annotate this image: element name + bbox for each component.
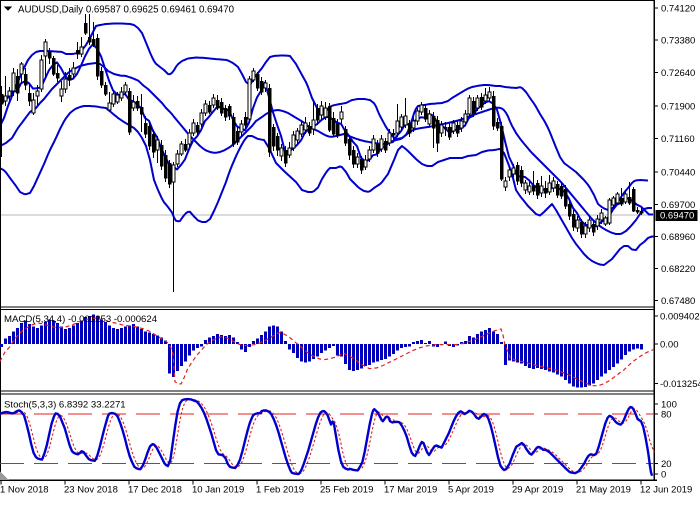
svg-text:0.69470: 0.69470 bbox=[660, 211, 694, 222]
svg-text:23 Nov 2018: 23 Nov 2018 bbox=[64, 485, 118, 496]
svg-text:0.72640: 0.72640 bbox=[661, 68, 695, 79]
svg-text:MACD(5,34,4) -0.001253 -0.0006: MACD(5,34,4) -0.001253 -0.000624 bbox=[4, 314, 158, 325]
svg-text:0.009402: 0.009402 bbox=[660, 312, 700, 323]
svg-text:20: 20 bbox=[661, 459, 672, 470]
svg-text:10 Jan 2019: 10 Jan 2019 bbox=[192, 485, 244, 496]
svg-text:21 May 2019: 21 May 2019 bbox=[576, 485, 631, 496]
svg-text:12 Jun 2019: 12 Jun 2019 bbox=[640, 485, 692, 496]
svg-text:1 Nov 2018: 1 Nov 2018 bbox=[0, 485, 49, 496]
svg-text:5 Apr 2019: 5 Apr 2019 bbox=[448, 485, 494, 496]
svg-text:100: 100 bbox=[661, 400, 677, 411]
svg-text:Stoch(5,3,3) 6.8392 33.2271: Stoch(5,3,3) 6.8392 33.2271 bbox=[4, 400, 126, 411]
svg-text:AUDUSD,Daily 0.69587 0.69625: AUDUSD,Daily 0.69587 0.69625 0.69461 0.6… bbox=[18, 5, 235, 16]
svg-text:0.67480: 0.67480 bbox=[661, 296, 695, 307]
svg-text:0.73380: 0.73380 bbox=[661, 36, 695, 47]
svg-text:29 Apr 2019: 29 Apr 2019 bbox=[512, 485, 563, 496]
svg-text:0.00: 0.00 bbox=[660, 340, 679, 351]
svg-text:0.68960: 0.68960 bbox=[661, 232, 695, 243]
svg-text:17 Dec 2018: 17 Dec 2018 bbox=[128, 485, 182, 496]
svg-text:1 Feb 2019: 1 Feb 2019 bbox=[256, 485, 304, 496]
svg-text:0.70440: 0.70440 bbox=[661, 168, 695, 179]
svg-text:0.71160: 0.71160 bbox=[661, 134, 695, 145]
svg-text:0.74120: 0.74120 bbox=[661, 4, 695, 15]
svg-text:17 Mar 2019: 17 Mar 2019 bbox=[384, 485, 437, 496]
svg-text:0.69700: 0.69700 bbox=[661, 200, 695, 211]
svg-text:80: 80 bbox=[661, 410, 672, 421]
svg-text:0: 0 bbox=[661, 470, 666, 481]
svg-text:25 Feb 2019: 25 Feb 2019 bbox=[320, 485, 373, 496]
svg-text:0.71900: 0.71900 bbox=[661, 102, 695, 113]
svg-text:0.68220: 0.68220 bbox=[661, 264, 695, 275]
svg-text:-0.013254: -0.013254 bbox=[660, 379, 700, 390]
